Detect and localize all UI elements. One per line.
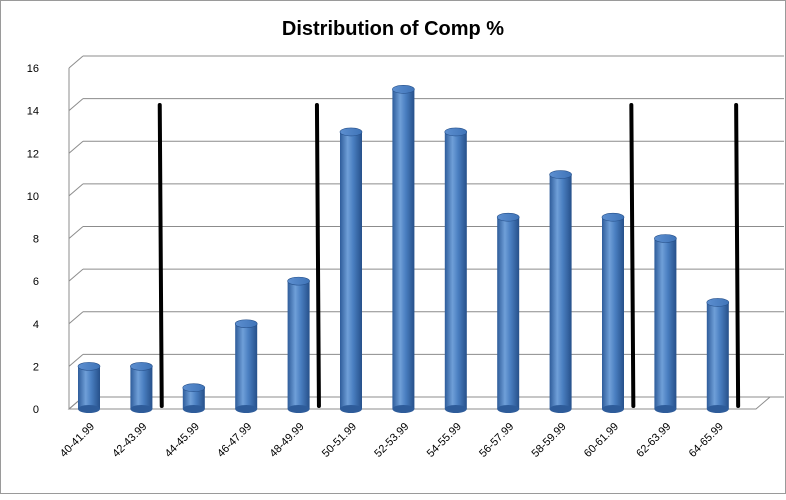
- vertical-marker-line: [314, 103, 321, 408]
- bar-cap: [287, 276, 310, 286]
- bar-cap: [234, 319, 258, 329]
- bar-body: [497, 217, 520, 409]
- bar-cap: [182, 383, 206, 392]
- y-tick-label: 8: [33, 234, 39, 246]
- bar: [549, 170, 572, 413]
- bar-body: [602, 217, 624, 409]
- bar: [601, 212, 625, 413]
- bar-body: [235, 323, 258, 409]
- x-tick-label: 48-49.99: [268, 421, 307, 460]
- bar-cap: [392, 85, 415, 94]
- x-tick-label: 50-51.99: [320, 421, 359, 460]
- bar: [287, 276, 310, 413]
- bar-body: [549, 174, 572, 409]
- x-tick-label: 54-55.99: [425, 421, 464, 460]
- bar-base: [235, 405, 258, 413]
- bar-body: [340, 131, 362, 409]
- gridline-depth: [68, 268, 84, 282]
- bar-body: [706, 302, 729, 409]
- bar-base: [78, 405, 100, 413]
- gridline-depth: [68, 55, 84, 69]
- gridline-depth: [68, 311, 84, 325]
- x-tick-label: 64-65.99: [687, 421, 726, 460]
- bar-body: [392, 89, 415, 409]
- bar-cap: [601, 212, 625, 222]
- bar-cap: [496, 212, 520, 222]
- y-tick-label: 0: [33, 404, 39, 416]
- y-axis-tick-labels: 0 2 4 6 8 10 12 14 16: [27, 63, 39, 416]
- bar-base: [392, 405, 415, 413]
- vertical-marker-line: [629, 103, 636, 408]
- bar-base: [602, 405, 624, 413]
- chart-title: Distribution of Comp %: [282, 18, 504, 40]
- x-tick-label: 44-45.99: [163, 421, 202, 460]
- bar: [706, 298, 730, 413]
- bar-base: [182, 405, 205, 413]
- bar-base: [287, 405, 310, 413]
- y-tick-label: 12: [27, 148, 39, 160]
- vertical-marker-line: [734, 103, 741, 408]
- bar-base: [130, 405, 153, 413]
- y-tick-label: 4: [33, 319, 39, 331]
- bars: [77, 85, 730, 413]
- bar-cap: [549, 170, 572, 179]
- annotation-markers: [157, 103, 741, 408]
- y-tick-label: 14: [27, 106, 39, 118]
- x-axis-tick-labels: 40-41.99 42-43.99 44-45.99 46-47.99 48-49.99…: [58, 421, 726, 460]
- bar-base: [497, 405, 520, 413]
- gridline-depth: [68, 140, 84, 154]
- x-tick-label: 60-61.99: [582, 421, 621, 460]
- x-tick-label: 56-57.99: [477, 421, 516, 460]
- bar: [496, 212, 520, 413]
- x-tick-label: 42-43.99: [110, 421, 149, 460]
- x-tick-label: 62-63.99: [634, 421, 673, 460]
- x-tick-label: 58-59.99: [530, 421, 569, 460]
- bar-base: [654, 405, 677, 413]
- bar-base: [549, 405, 572, 413]
- y-tick-label: 16: [27, 63, 39, 75]
- bar: [392, 85, 415, 413]
- x-tick-label: 52-53.99: [372, 421, 411, 460]
- bar-body: [654, 238, 677, 409]
- y-tick-label: 6: [33, 276, 39, 288]
- gridline-depth: [68, 226, 84, 239]
- x-tick-label: 46-47.99: [215, 421, 254, 460]
- bar-body: [182, 387, 205, 409]
- bar-base: [444, 405, 467, 413]
- bar-body: [78, 366, 100, 409]
- y-tick-label: 10: [27, 191, 39, 203]
- x-tick-label: 40-41.99: [58, 421, 97, 460]
- bar-cap: [444, 127, 468, 137]
- bar-body: [444, 131, 467, 409]
- y-tick-label: 2: [33, 361, 39, 373]
- bar-cap: [130, 362, 153, 371]
- bar-cap: [654, 234, 677, 243]
- bar-cap: [339, 127, 363, 137]
- bar-base: [706, 405, 729, 413]
- bar-base: [340, 405, 362, 413]
- bar: [182, 383, 206, 413]
- gridline-depth: [68, 98, 84, 112]
- gridline-depth: [68, 353, 84, 367]
- bar-cap: [77, 362, 101, 371]
- bar: [339, 127, 363, 413]
- gridlines: [67, 55, 784, 410]
- bar-body: [287, 281, 310, 409]
- vertical-marker-line: [157, 103, 164, 408]
- bar-body: [130, 366, 153, 409]
- bar: [130, 362, 153, 413]
- bar: [77, 362, 101, 413]
- bar: [234, 319, 258, 413]
- bar: [444, 127, 468, 413]
- bar-cap: [706, 298, 730, 307]
- bar: [654, 234, 677, 413]
- gridline-depth: [68, 183, 84, 197]
